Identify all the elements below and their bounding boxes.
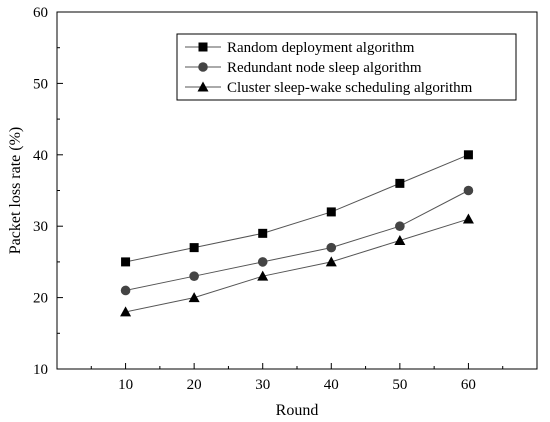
legend-item: Random deployment algorithm [185, 40, 415, 56]
data-point [325, 256, 337, 267]
data-point [189, 243, 199, 253]
x-tick-label: 20 [187, 377, 202, 393]
data-point [326, 242, 337, 253]
x-tick-label: 40 [324, 377, 339, 393]
series-line [125, 154, 469, 263]
data-point [258, 228, 268, 238]
data-point [189, 271, 199, 281]
legend-label: Redundant node sleep algorithm [227, 60, 422, 76]
x-tick-label: 60 [461, 377, 476, 393]
data-point [463, 150, 473, 160]
y-tick-label: 20 [33, 291, 48, 307]
data-point [257, 270, 269, 281]
data-point [395, 221, 405, 231]
y-axis-title: Packet loss rate (%) [7, 127, 24, 255]
series-3 [120, 213, 474, 317]
data-point [120, 285, 131, 296]
data-point [188, 292, 200, 303]
data-point [326, 207, 336, 217]
series-1 [121, 150, 473, 267]
x-tick-label: 50 [392, 377, 407, 393]
y-axis: 10 20 30 40 50 60 [33, 5, 63, 378]
y-tick-label: 50 [33, 76, 48, 92]
y-tick-label: 30 [33, 219, 48, 235]
series-line [125, 190, 469, 291]
data-point [257, 257, 268, 267]
data-point [463, 185, 474, 196]
data-point [120, 306, 132, 317]
legend-marker [198, 62, 208, 72]
legend-item: Cluster sleep-wake scheduling algorithm [185, 80, 473, 96]
x-tick-label: 10 [118, 377, 133, 393]
series-line [125, 218, 469, 313]
x-axis: 10 20 30 40 50 60 [90, 363, 504, 393]
legend-marker [197, 81, 209, 92]
x-tick-label: 30 [255, 377, 270, 393]
legend-label: Cluster sleep-wake scheduling algorithm [227, 80, 473, 96]
y-tick-label: 10 [33, 362, 48, 378]
data-point [462, 213, 474, 224]
legend-marker [198, 42, 208, 52]
x-axis-title: Round [276, 402, 319, 419]
legend-item: Redundant node sleep algorithm [185, 60, 422, 76]
data-point [121, 257, 131, 267]
data-point [394, 234, 406, 245]
series-2 [120, 185, 474, 296]
series-layer [120, 150, 474, 317]
legend-box [176, 33, 517, 101]
y-tick-label: 60 [33, 5, 48, 21]
legend-label: Random deployment algorithm [227, 40, 415, 56]
legend: Random deployment algorithm Redundant nod… [176, 33, 517, 101]
data-point [395, 178, 405, 188]
y-tick-label: 40 [33, 148, 48, 164]
